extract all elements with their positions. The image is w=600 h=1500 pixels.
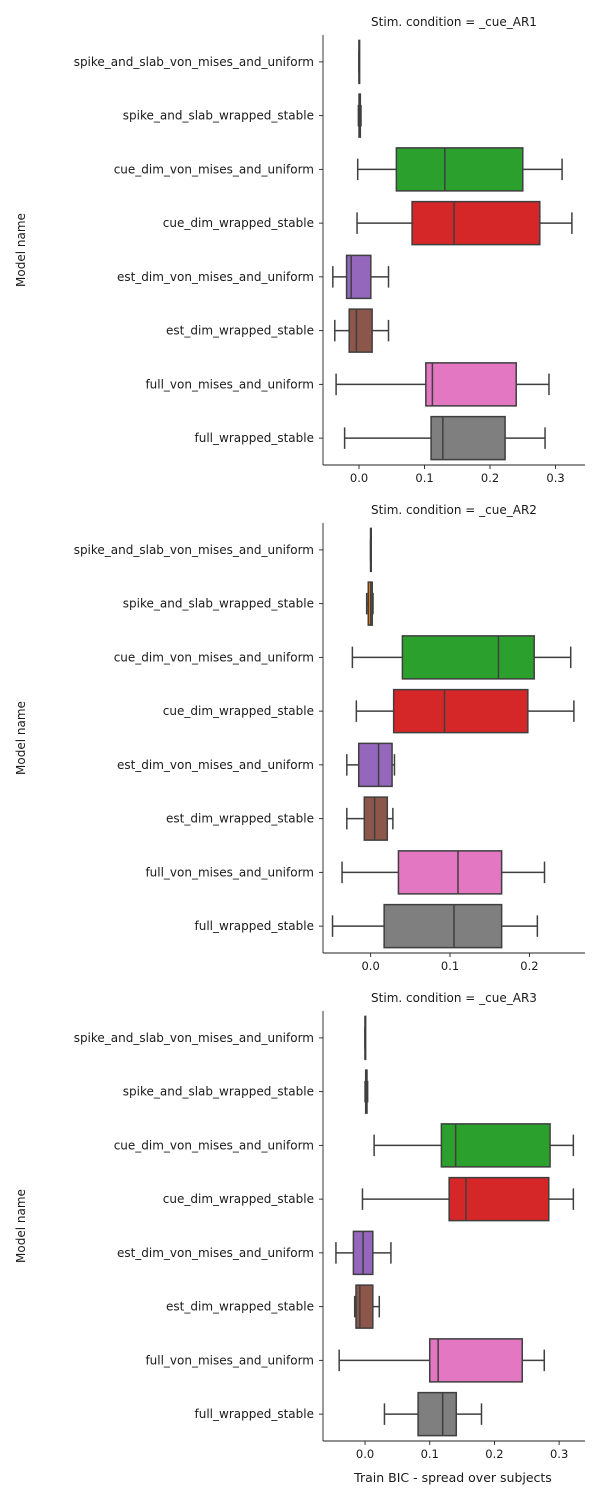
y-tick-label: cue_dim_wrapped_stable	[163, 704, 314, 718]
x-tick-label: 0.0	[350, 471, 368, 485]
box-cue-dim-wrapped-stable	[361, 1176, 575, 1222]
y-tick-label: cue_dim_von_mises_and_uniform	[114, 1138, 314, 1152]
x-tick-label: 0.2	[485, 1447, 503, 1461]
box-iqr	[345, 254, 372, 300]
y-tick-label: cue_dim_von_mises_and_uniform	[114, 162, 314, 176]
box-iqr	[425, 362, 517, 407]
panel-title: Stim. condition = _cue_AR2	[371, 503, 537, 517]
x-tick-label: 0.2	[520, 959, 538, 973]
box-est-dim-wrapped-stable	[334, 308, 390, 353]
box-spike-and-slab-wrapped-stable	[364, 1069, 369, 1114]
box-iqr	[355, 1284, 374, 1329]
box-iqr	[348, 308, 373, 353]
box-cue-dim-von-mises-and-uniform	[351, 635, 572, 680]
box-est-dim-von-mises-and-uniform	[332, 254, 390, 300]
y-axis-label: Model name	[14, 213, 28, 287]
box-iqr	[383, 903, 503, 949]
y-tick-label: full_wrapped_stable	[195, 919, 314, 933]
box-est-dim-wrapped-stable	[353, 1284, 381, 1329]
x-tick-label: 0.1	[415, 471, 433, 485]
x-tick-label: 0.1	[421, 1447, 439, 1461]
panel-2: Stim. condition = _cue_AR2 Model name 0.0 0…	[14, 503, 585, 973]
box-iqr	[411, 200, 541, 246]
box-iqr	[448, 1176, 550, 1222]
box-full-wrapped-stable	[383, 1391, 483, 1437]
box-cue-dim-wrapped-stable	[355, 688, 575, 734]
box-cue-dim-wrapped-stable	[356, 200, 573, 246]
x-tick-label: 0.0	[361, 959, 379, 973]
box-full-von-mises-and-uniform	[338, 1338, 545, 1383]
panel-1: Stim. condition = _cue_AR1 Model name 0.0 0…	[14, 15, 585, 485]
y-tick-label: cue_dim_von_mises_and_uniform	[114, 650, 314, 664]
y-tick-label: full_von_mises_and_uniform	[145, 865, 314, 879]
box-spike-and-slab-wrapped-stable	[357, 93, 362, 138]
x-tick-label: 0.1	[441, 959, 459, 973]
y-tick-label: est_dim_wrapped_stable	[166, 812, 314, 826]
box-est-dim-von-mises-and-uniform	[346, 742, 396, 788]
y-tick-label: spike_and_slab_von_mises_and_uniform	[74, 543, 314, 557]
y-axis-label: Model name	[14, 701, 28, 775]
x-tick-label: 0.3	[550, 1447, 568, 1461]
box-iqr	[417, 1391, 458, 1437]
box-iqr	[428, 1338, 523, 1383]
y-tick-label: spike_and_slab_von_mises_and_uniform	[74, 1031, 314, 1045]
y-tick-label: spike_and_slab_wrapped_stable	[123, 1085, 314, 1099]
x-tick-label: 0.2	[481, 471, 499, 485]
box-full-wrapped-stable	[343, 415, 546, 461]
box-est-dim-von-mises-and-uniform	[335, 1230, 392, 1276]
box-full-von-mises-and-uniform	[341, 850, 546, 895]
y-tick-label: full_wrapped_stable	[195, 431, 314, 445]
x-tick-label: 0.0	[356, 1447, 374, 1461]
x-axis-label: Train BIC - spread over subjects	[353, 1470, 552, 1485]
y-tick-label: cue_dim_wrapped_stable	[163, 216, 314, 230]
y-tick-label: est_dim_von_mises_and_uniform	[117, 270, 314, 284]
box-spike-and-slab-von-mises-and-uniform	[369, 527, 372, 573]
box-iqr	[440, 1123, 551, 1168]
box-iqr	[401, 635, 535, 680]
y-tick-label: full_von_mises_and_uniform	[145, 377, 314, 391]
y-tick-label: cue_dim_wrapped_stable	[163, 1192, 314, 1206]
panel-3: Stim. condition = _cue_AR3 Model name 0.0 0…	[14, 991, 585, 1461]
box-iqr	[357, 742, 393, 788]
panel-title: Stim. condition = _cue_AR1	[371, 15, 537, 29]
box-cue-dim-von-mises-and-uniform	[356, 147, 563, 192]
box-full-wrapped-stable	[331, 903, 539, 949]
x-tick-label: 0.3	[546, 471, 564, 485]
y-tick-label: spike_and_slab_von_mises_and_uniform	[74, 55, 314, 69]
panel-title: Stim. condition = _cue_AR3	[371, 991, 537, 1005]
y-axis-label: Model name	[14, 1189, 28, 1263]
y-tick-label: full_wrapped_stable	[195, 1407, 314, 1421]
box-spike-and-slab-wrapped-stable	[365, 581, 374, 626]
box-spike-and-slab-von-mises-and-uniform	[358, 39, 361, 85]
y-tick-label: est_dim_von_mises_and_uniform	[117, 1246, 314, 1260]
y-tick-label: est_dim_wrapped_stable	[166, 1300, 314, 1314]
box-iqr	[395, 147, 524, 192]
y-tick-label: spike_and_slab_wrapped_stable	[123, 597, 314, 611]
y-tick-label: full_von_mises_and_uniform	[145, 1353, 314, 1367]
y-tick-label: est_dim_von_mises_and_uniform	[117, 758, 314, 772]
y-tick-label: spike_and_slab_wrapped_stable	[123, 109, 314, 123]
box-full-von-mises-and-uniform	[335, 362, 550, 407]
box-cue-dim-von-mises-and-uniform	[373, 1123, 575, 1168]
y-tick-label: est_dim_wrapped_stable	[166, 324, 314, 338]
box-est-dim-wrapped-stable	[346, 796, 394, 841]
box-iqr	[397, 850, 503, 895]
box-iqr	[363, 796, 389, 841]
box-iqr	[392, 688, 529, 734]
box-spike-and-slab-von-mises-and-uniform	[364, 1015, 367, 1061]
